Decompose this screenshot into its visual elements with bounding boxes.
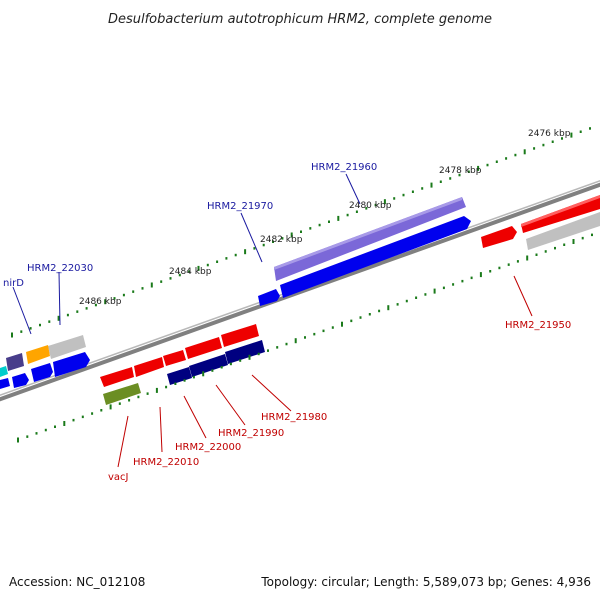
tick-label-2480: 2480 kbp	[349, 201, 392, 211]
genome-summary-text: Topology: circular; Length: 5,589,073 bp…	[260, 575, 591, 589]
leader-lines	[12, 173, 533, 468]
genome-backbone	[0, 182, 600, 402]
gene-nird-arrow[interactable]	[26, 345, 50, 364]
gene-label-hrm2-21980: HRM2_21980	[261, 412, 327, 423]
gene-red-rev-4[interactable]	[185, 337, 222, 359]
gene-red-rev-1[interactable]	[100, 367, 134, 387]
gene-label-hrm2-22000: HRM2_22000	[175, 442, 241, 453]
tick-label-2478: 2478 kbp	[439, 166, 482, 176]
gene-label-hrm2-21950: HRM2_21950	[505, 320, 571, 331]
gene-hrm2-21990-arrow[interactable]	[189, 354, 228, 377]
gene-vacj-arrow[interactable]	[103, 383, 141, 405]
gene-hrm2-21970-arrow[interactable]	[280, 216, 471, 298]
gene-blue-left-small[interactable]	[31, 363, 53, 382]
leader-hrm2-21950	[513, 275, 533, 317]
forward-strand-features	[0, 195, 600, 389]
gene-label-nird: nirD	[3, 278, 24, 289]
leader-nird	[12, 286, 32, 335]
outer-tick-track	[11, 127, 591, 338]
gene-blue-far-left[interactable]	[0, 378, 10, 389]
tick-label-2476: 2476 kbp	[528, 129, 571, 139]
gene-hrm2-21960-arrow-shade	[274, 197, 462, 270]
gene-hrm2-21950-arrow[interactable]	[481, 226, 517, 248]
gene-grey-right[interactable]	[526, 212, 600, 250]
leader-vacj	[117, 415, 129, 468]
leader-hrm2-22000	[183, 395, 207, 439]
leader-hrm2-21980	[251, 374, 292, 412]
gene-label-hrm2-21970: HRM2_21970	[207, 201, 273, 212]
gene-hrm2-22030-arrow[interactable]	[48, 335, 86, 359]
gene-blue-edge[interactable]	[12, 373, 29, 388]
leader-hrm2-22010	[159, 406, 163, 453]
tick-label-2484: 2484 kbp	[169, 267, 212, 277]
gene-label-hrm2-22030: HRM2_22030	[27, 263, 93, 274]
tick-label-2486: 2486 kbp	[79, 297, 122, 307]
accession-text: Accession: NC_012108	[9, 575, 145, 589]
gene-label-hrm2-21990: HRM2_21990	[218, 428, 284, 439]
gene-slate-small[interactable]	[6, 353, 24, 371]
inner-tick-track	[17, 233, 593, 443]
leader-hrm2-21960	[345, 173, 361, 205]
gene-red-rev-5[interactable]	[221, 324, 259, 347]
gene-label-hrm2-22010: HRM2_22010	[133, 457, 199, 468]
reverse-strand-features	[100, 324, 265, 405]
gene-red-right-top-shade	[521, 195, 600, 227]
leader-hrm2-21990	[215, 384, 246, 426]
gene-label-vacj: vacJ	[108, 472, 129, 483]
gene-red-rev-3[interactable]	[163, 350, 186, 366]
map-title: Desulfobacterium autotrophicum HRM2, com…	[108, 12, 492, 27]
tick-label-2482: 2482 kbp	[260, 235, 303, 245]
gene-hrm2-22000-arrow[interactable]	[167, 367, 192, 385]
gene-hrm2-21960-arrow[interactable]	[274, 197, 466, 281]
gene-hrm2-21980-arrow[interactable]	[225, 340, 265, 364]
gene-cyan-edge[interactable]	[0, 366, 8, 377]
leader-hrm2-21970	[240, 212, 263, 263]
gene-red-rev-2[interactable]	[134, 357, 164, 377]
leader-hrm2-22030	[58, 271, 61, 326]
gene-blue-left-arrow[interactable]	[53, 352, 90, 377]
gene-small-blue-arrow[interactable]	[258, 289, 280, 306]
gene-label-hrm2-21960: HRM2_21960	[311, 162, 377, 173]
